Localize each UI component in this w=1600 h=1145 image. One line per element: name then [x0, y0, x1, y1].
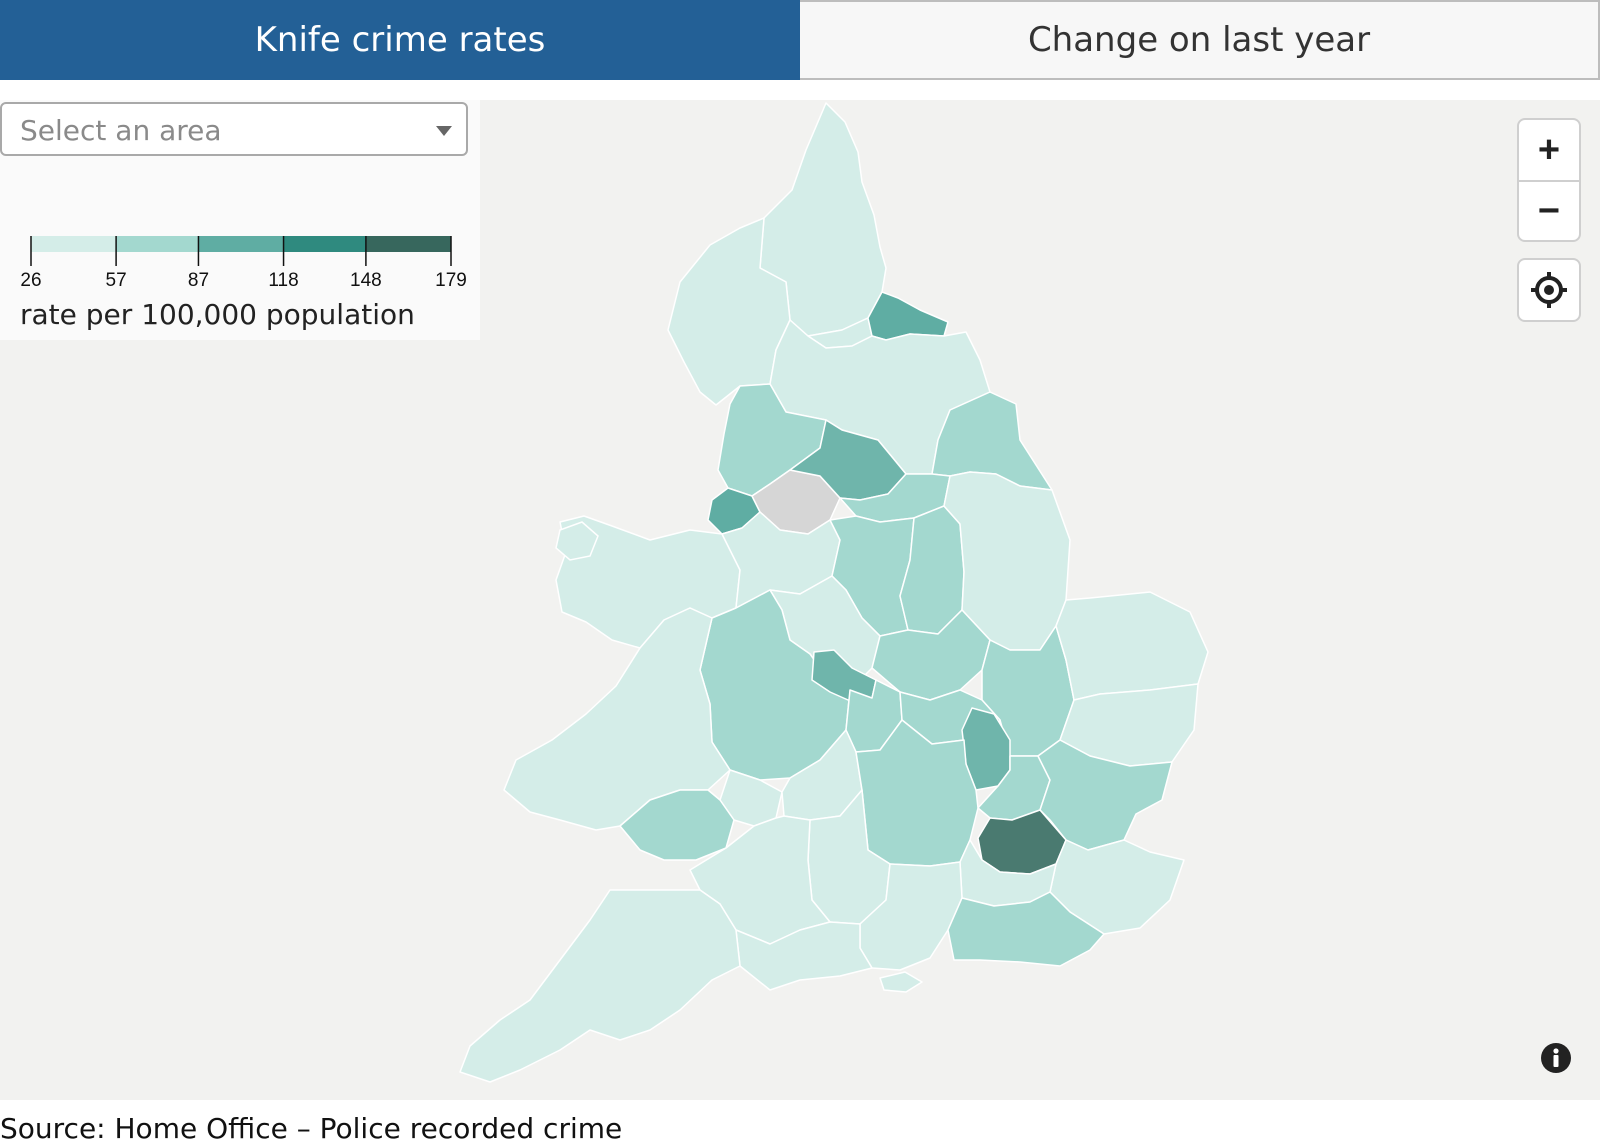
- legend-tick-label: 179: [435, 270, 467, 291]
- area-select-placeholder: Select an area: [20, 114, 222, 147]
- tab-change-on-last-year[interactable]: Change on last year: [800, 0, 1600, 80]
- crosshair-icon: [1531, 272, 1567, 308]
- source-note: Source: Home Office – Police recorded cr…: [0, 1112, 623, 1145]
- region-norfolk[interactable]: [1055, 591, 1209, 701]
- region-isle-of-wight[interactable]: [879, 971, 923, 993]
- legend: 26 57 87 118 148 179 rate per 100,000 populat…: [0, 230, 480, 340]
- tab-bar: Knife crime rates Change on last year: [0, 0, 1600, 80]
- region-sussex[interactable]: [947, 891, 1105, 967]
- legend-band: [365, 236, 451, 252]
- zoom-out-button[interactable]: −: [1537, 189, 1561, 232]
- legend-tick-label: 26: [20, 270, 41, 291]
- locate-button[interactable]: [1517, 258, 1581, 322]
- zoom-in-button[interactable]: +: [1519, 120, 1579, 182]
- chevron-down-icon: [436, 126, 452, 136]
- info-icon: [1541, 1043, 1571, 1073]
- choropleth-map[interactable]: [0, 100, 1600, 1100]
- region-south-wales[interactable]: [619, 789, 735, 861]
- legend-scale: 26 57 87 118 148 179: [20, 236, 467, 291]
- control-panel: Select an area 26 57 87 118 148 179 rate per …: [0, 100, 480, 340]
- zoom-controls: + −: [1517, 118, 1581, 242]
- legend-band: [198, 236, 284, 252]
- legend-band: [116, 236, 199, 252]
- map-canvas[interactable]: [0, 100, 1600, 1100]
- region-anglesey: [555, 521, 599, 561]
- region-cumbria[interactable]: [667, 217, 791, 406]
- region-devon-cornwall[interactable]: [459, 889, 741, 1083]
- legend-band: [283, 236, 366, 252]
- region-dorset[interactable]: [735, 921, 873, 991]
- legend-tick-label: 148: [350, 270, 382, 291]
- tab-knife-crime-rates[interactable]: Knife crime rates: [0, 0, 800, 80]
- area-select[interactable]: Select an area: [0, 102, 468, 156]
- legend-band: [31, 236, 117, 252]
- info-button[interactable]: [1538, 1040, 1574, 1076]
- legend-tick-label: 118: [268, 270, 298, 291]
- legend-caption: rate per 100,000 population: [20, 298, 415, 331]
- legend-tick-label: 57: [106, 270, 127, 291]
- legend-tick-label: 87: [188, 270, 209, 291]
- region-cleveland[interactable]: [867, 291, 949, 341]
